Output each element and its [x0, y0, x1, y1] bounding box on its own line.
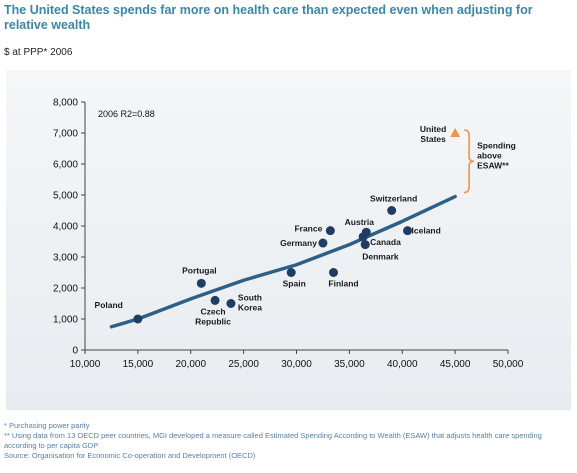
data-point	[325, 226, 335, 236]
footnote-esaw: ** Using data from 13 OECD peer countrie…	[4, 431, 542, 450]
point-label: Switzerland	[370, 194, 417, 204]
data-point	[210, 295, 220, 305]
x-tick-label: 15,000	[123, 359, 154, 370]
data-point	[387, 206, 397, 215]
trend-line	[109, 194, 457, 329]
y-tick-label: 0	[72, 346, 78, 357]
y-tick-label: 7,000	[53, 129, 78, 140]
x-tick-label: 25,000	[228, 359, 259, 370]
point-label: Iceland	[412, 226, 441, 236]
x-tick-label: 20,000	[175, 359, 206, 370]
x-tick-label: 35,000	[334, 359, 365, 370]
point-label: South Korea	[238, 293, 262, 313]
data-point	[226, 299, 236, 308]
footnote-ppp: * Purchasing power parity	[4, 421, 90, 430]
point-label: Finland	[328, 279, 358, 289]
x-tick-label: 50,000	[493, 359, 524, 370]
data-point	[196, 278, 206, 288]
r2-annotation: 2006 R2=0.88	[98, 109, 155, 119]
y-tick-label: 8,000	[53, 98, 78, 109]
data-point	[360, 240, 370, 250]
y-tick-label: 3,000	[53, 253, 78, 264]
bracket-spending-above-esaw	[464, 129, 475, 194]
point-label: Canada	[370, 237, 401, 247]
data-point	[329, 268, 339, 277]
point-label: Czech Republic	[195, 306, 231, 326]
point-label: France	[294, 224, 322, 234]
point-label: Denmark	[362, 252, 399, 262]
y-tick-label: 5,000	[53, 191, 78, 202]
point-label: Austria	[345, 217, 375, 227]
y-tick-label: 1,000	[53, 315, 78, 326]
data-point	[358, 232, 368, 242]
plot-panel	[6, 70, 571, 410]
point-label: Spain	[283, 279, 306, 289]
chart-title: The United States spends far more on hea…	[4, 3, 533, 32]
data-point	[318, 238, 328, 248]
footnote-source: Source: Organisation for Economic Co-ope…	[4, 451, 256, 460]
data-point	[403, 226, 413, 236]
point-label: Poland	[95, 300, 123, 310]
data-point	[286, 268, 296, 277]
y-tick-label: 2,000	[53, 284, 78, 295]
outlier-label: United States	[420, 124, 446, 144]
bracket-label: Spending above ESAW**	[477, 140, 516, 170]
point-label: Portugal	[182, 265, 216, 275]
y-tick-label: 4,000	[53, 222, 78, 233]
x-tick-label: 30,000	[281, 359, 312, 370]
x-tick-label: 10,000	[70, 359, 101, 370]
y-tick-label: 6,000	[53, 160, 78, 171]
footnotes: * Purchasing power parity ** Using data …	[4, 421, 569, 461]
point-label: Germany	[280, 238, 317, 248]
x-tick-label: 40,000	[387, 359, 418, 370]
outlier-marker	[450, 128, 461, 137]
chart-subtitle: $ at PPP* 2006	[4, 47, 73, 58]
data-point	[133, 314, 143, 324]
x-tick-label: 45,000	[440, 359, 471, 370]
